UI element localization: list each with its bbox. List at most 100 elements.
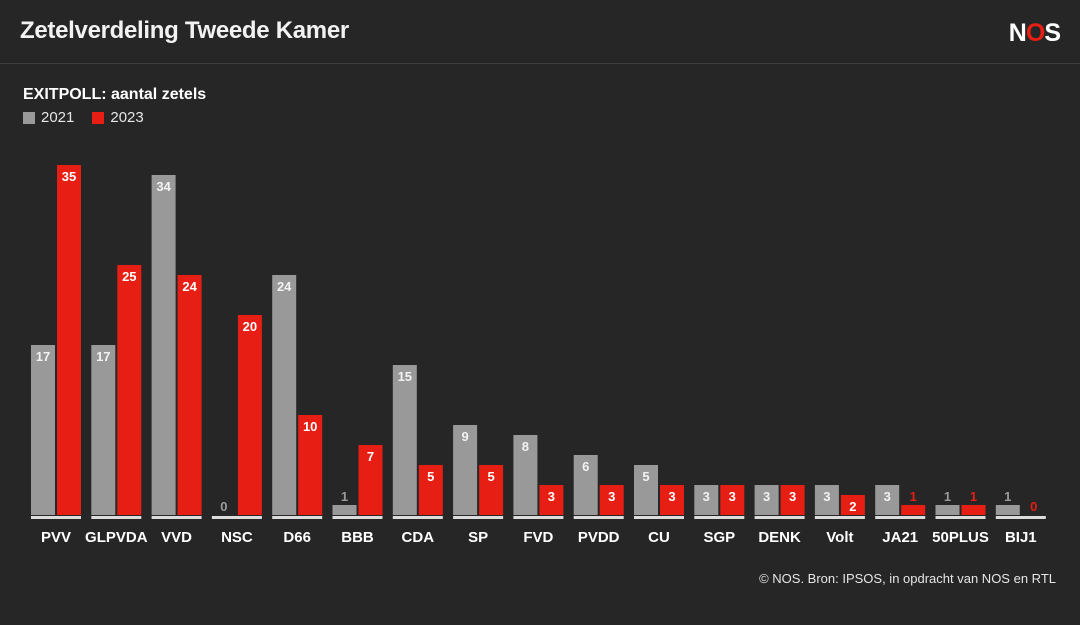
source-credit: © NOS. Bron: IPSOS, in opdracht van NOS … [759, 571, 1056, 586]
baseline-segment [634, 516, 684, 519]
value-label-2023-ja21: 1 [910, 489, 917, 504]
legend-swatch-2021 [23, 111, 35, 124]
bar-2021-denk [754, 485, 779, 515]
category-label-bbb: BBB [341, 529, 374, 546]
bar-2023-nsc [237, 315, 262, 515]
category-label-pvdd: PVDD [578, 529, 620, 546]
bar-2023-cu [660, 485, 684, 515]
chart-subtitle: EXITPOLL: aantal zetels [23, 86, 207, 103]
value-label-2023-nsc: 20 [243, 319, 257, 334]
category-label-d66: D66 [283, 529, 311, 546]
value-label-2021-glpvda: 17 [96, 349, 110, 364]
baseline-segment [935, 516, 986, 519]
bar-2023-volt [840, 495, 865, 515]
value-label-2023-cda: 5 [427, 469, 434, 484]
bar-2023-ja21 [901, 505, 926, 515]
baseline-segment [272, 516, 323, 519]
bar-2021-glpvda [91, 345, 116, 515]
value-label-2021-50plus: 1 [944, 489, 951, 504]
baseline-segment [211, 516, 262, 519]
value-label-2023-bbb: 7 [367, 449, 374, 464]
bar-2023-pvv [57, 165, 81, 515]
value-label-2023-d66: 10 [303, 419, 317, 434]
value-label-2021-nsc: 0 [220, 499, 227, 514]
baseline-segment [814, 516, 865, 519]
value-label-2021-ja21: 3 [884, 489, 891, 504]
value-label-2021-volt: 3 [823, 489, 830, 504]
chart-legend: 2021 2023 [23, 109, 162, 126]
header-bar: Zetelverdeling Tweede Kamer NOS [0, 0, 1080, 64]
value-label-2023-50plus: 1 [970, 489, 977, 504]
legend-item-2023: 2023 [92, 109, 144, 126]
category-label-volt: Volt [826, 529, 853, 546]
value-label-2023-bij1: 0 [1030, 499, 1037, 514]
value-label-2023-sgp: 3 [729, 489, 736, 504]
value-label-2023-vvd: 24 [182, 279, 197, 294]
legend-item-2021: 2021 [23, 109, 74, 126]
legend-swatch-2023 [92, 111, 105, 124]
bar-2021-vvd [151, 175, 176, 515]
bar-2021-ja21 [875, 485, 900, 515]
bar-2023-sp [479, 465, 504, 515]
bar-2023-bbb [358, 445, 383, 515]
bar-2023-sgp [720, 485, 745, 515]
bar-2021-cu [634, 465, 658, 515]
baseline-segment [332, 516, 383, 519]
value-label-2021-fvd: 8 [522, 439, 529, 454]
logo-letter-n: N [1008, 19, 1027, 47]
value-label-2021-cu: 5 [642, 469, 649, 484]
baseline-segment [453, 516, 504, 519]
category-label-50plus: 50PLUS [932, 529, 989, 546]
value-label-2023-glpvda: 25 [122, 269, 136, 284]
value-label-2021-pvdd: 6 [582, 459, 589, 474]
category-label-glpvda: GLPVDA [85, 529, 148, 546]
bar-2021-sgp [694, 485, 719, 515]
value-label-2023-cu: 3 [668, 489, 675, 504]
bar-2021-bij1 [995, 505, 1020, 515]
logo-letter-s: S [1044, 19, 1061, 47]
legend-label-2021: 2021 [41, 109, 75, 126]
baseline-segment [31, 516, 81, 519]
value-label-2021-vvd: 34 [156, 179, 171, 194]
bar-2023-denk [780, 485, 805, 515]
value-label-2021-bij1: 1 [1004, 489, 1011, 504]
value-label-2023-denk: 3 [789, 489, 796, 504]
value-label-2021-cda: 15 [398, 369, 412, 384]
nos-logo: NOS [1008, 19, 1061, 48]
bar-2021-sp [453, 425, 478, 515]
bar-2021-pvdd [573, 455, 598, 515]
logo-letter-o: O [1025, 19, 1045, 47]
page-title: Zetelverdeling Tweede Kamer [20, 17, 349, 44]
baseline-segment [91, 516, 142, 519]
value-label-2023-fvd: 3 [548, 489, 555, 504]
baseline-segment [392, 516, 443, 519]
value-label-2021-sp: 9 [461, 429, 468, 444]
bar-2023-pvdd [599, 485, 624, 515]
category-label-ja21: JA21 [882, 529, 918, 546]
category-label-nsc: NSC [221, 529, 253, 546]
category-label-cu: CU [648, 529, 670, 546]
bar-2021-cda [392, 365, 417, 515]
category-label-pvv: PVV [41, 529, 71, 546]
category-label-cda: CDA [402, 529, 435, 546]
value-label-2021-pvv: 17 [36, 349, 50, 364]
category-label-fvd: FVD [523, 529, 553, 546]
baseline-segment [694, 516, 745, 519]
category-label-sgp: SGP [703, 529, 735, 546]
value-label-2023-sp: 5 [487, 469, 494, 484]
value-label-2021-bbb: 1 [341, 489, 348, 504]
bar-2023-d66 [298, 415, 323, 515]
value-label-2023-volt: 2 [849, 499, 856, 514]
baseline-segment [573, 516, 624, 519]
bar-2023-vvd [177, 275, 202, 515]
bar-chart: 1735PVV1725GLPVDA3424VVD020NSC2410D6617B… [31, 165, 1046, 546]
value-label-2021-d66: 24 [277, 279, 292, 294]
category-label-bij1: BIJ1 [1005, 529, 1037, 546]
category-label-sp: SP [468, 529, 488, 546]
category-label-vvd: VVD [161, 529, 192, 546]
bar-2021-volt [814, 485, 839, 515]
bar-2023-50plus [961, 505, 986, 515]
value-label-2021-denk: 3 [763, 489, 770, 504]
bar-2023-glpvda [117, 265, 142, 515]
baseline-segment [995, 516, 1046, 519]
